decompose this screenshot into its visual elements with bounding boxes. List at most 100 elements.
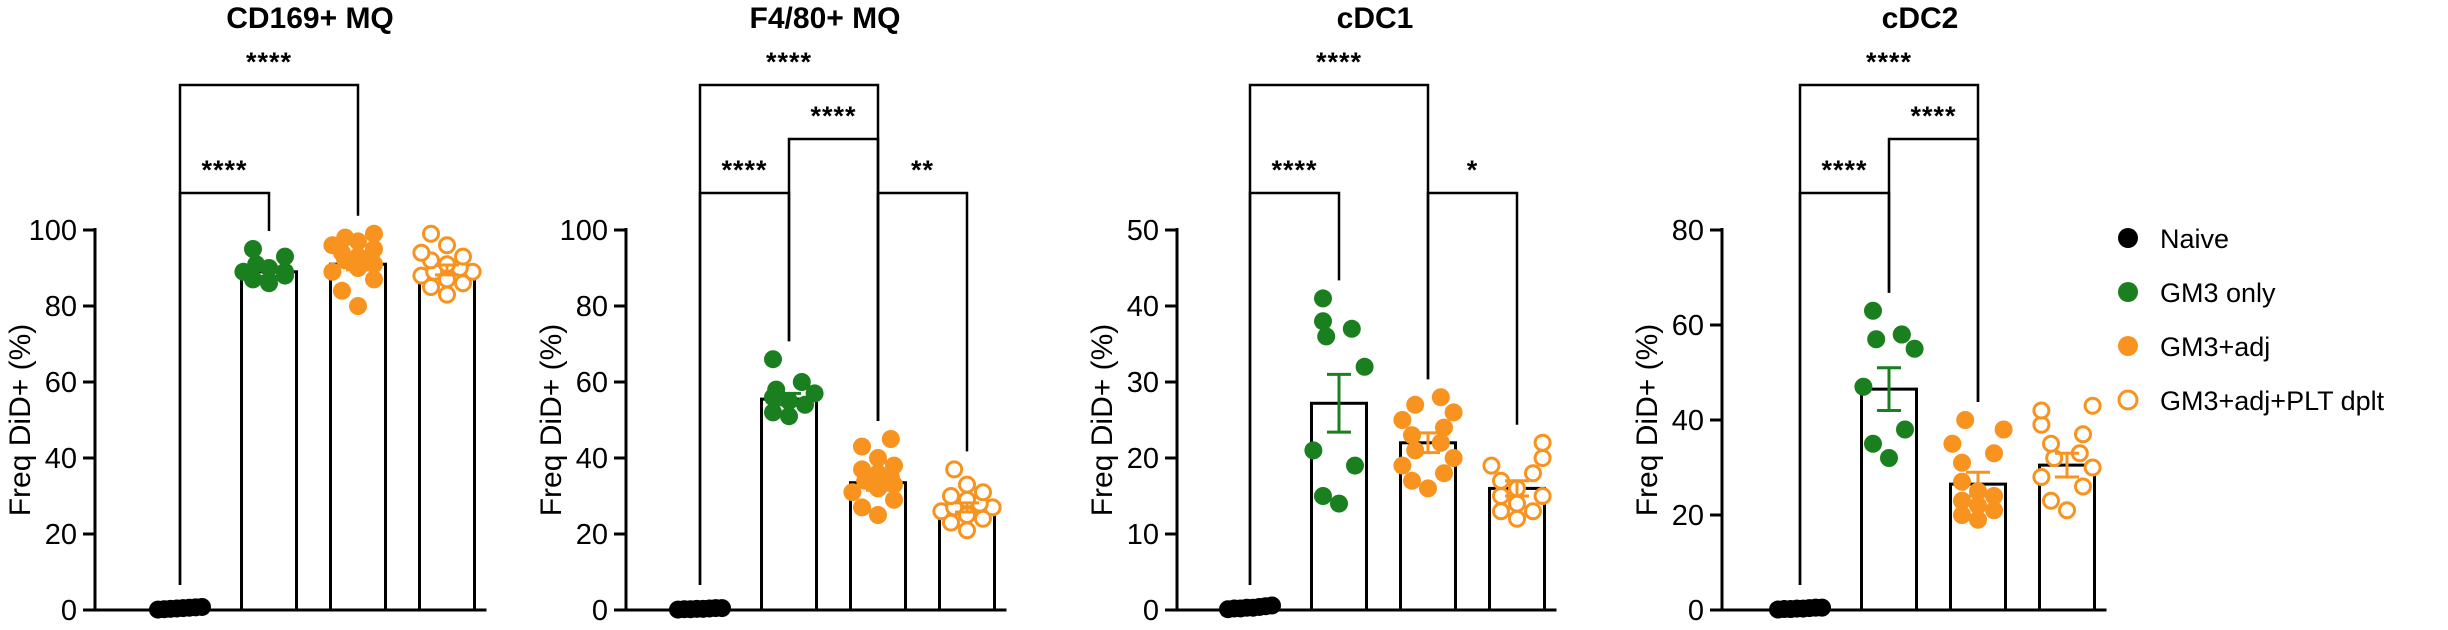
data-point bbox=[1304, 441, 1323, 460]
data-point bbox=[1956, 411, 1975, 429]
data-point bbox=[2042, 434, 2060, 453]
y-axis-label: Freq DiD+ (%) bbox=[535, 324, 568, 517]
data-point bbox=[2042, 491, 2060, 510]
data-point bbox=[1854, 377, 1873, 396]
significance-bracket bbox=[178, 83, 360, 585]
bar-4 bbox=[418, 268, 476, 612]
y-tick-label: 60 bbox=[1672, 310, 1704, 342]
data-point bbox=[365, 224, 383, 243]
data-point bbox=[764, 350, 782, 369]
data-point bbox=[193, 597, 211, 616]
data-point bbox=[412, 243, 431, 262]
panel-title: cDC2 bbox=[1882, 2, 1959, 35]
data-point bbox=[1533, 433, 1552, 452]
data-point bbox=[1969, 496, 1987, 515]
significance-label: **** bbox=[1866, 47, 1912, 77]
data-point bbox=[1953, 453, 1971, 472]
y-tick-label: 0 bbox=[592, 595, 608, 627]
data-point bbox=[1953, 472, 1971, 491]
data-point bbox=[869, 464, 887, 483]
y-tick-label: 0 bbox=[1143, 595, 1159, 627]
data-point bbox=[1492, 502, 1510, 521]
data-point bbox=[1867, 330, 1886, 349]
data-point bbox=[365, 270, 383, 289]
y-tick-label: 0 bbox=[1688, 595, 1704, 627]
panel-title: CD169+ MQ bbox=[226, 2, 394, 35]
data-point bbox=[1508, 509, 1526, 528]
data-point bbox=[713, 599, 731, 618]
panel-4: cDC2 Freq DiD+ (%) 0 20 40 60 80 **** **** **** bbox=[1631, 2, 2107, 627]
data-point bbox=[438, 285, 456, 304]
data-point bbox=[1406, 395, 1425, 414]
y-tick-label: 60 bbox=[576, 367, 608, 399]
y-tick-label: 20 bbox=[1127, 443, 1159, 475]
data-point bbox=[276, 247, 294, 266]
data-point bbox=[1314, 487, 1332, 505]
y-axis-label: Freq DiD+ (%) bbox=[4, 324, 37, 517]
significance-bracket bbox=[1798, 83, 1980, 585]
data-point bbox=[1342, 319, 1361, 338]
data-point bbox=[336, 228, 355, 247]
y-tick-label: 40 bbox=[1672, 405, 1704, 437]
data-point bbox=[1994, 420, 2013, 439]
y-tick-label: 100 bbox=[29, 215, 77, 247]
y-tick-label: 10 bbox=[1127, 519, 1159, 551]
y-tick-label: 0 bbox=[61, 595, 77, 627]
data-point bbox=[1431, 388, 1450, 407]
y-tick-label: 80 bbox=[1672, 215, 1704, 247]
data-point bbox=[422, 224, 440, 243]
data-point bbox=[942, 487, 960, 505]
significance-label: **** bbox=[1910, 101, 1956, 131]
y-tick-label: 40 bbox=[1127, 291, 1159, 323]
significance-bracket bbox=[1887, 137, 1980, 402]
significance-label: ** bbox=[911, 155, 934, 185]
data-point bbox=[1524, 502, 1542, 521]
data-point bbox=[2083, 396, 2102, 415]
data-point bbox=[1524, 464, 1542, 483]
data-point bbox=[1892, 325, 1911, 344]
data-point bbox=[958, 521, 976, 540]
data-point bbox=[958, 475, 976, 494]
data-point bbox=[1985, 487, 2003, 505]
data-point bbox=[365, 240, 383, 258]
data-point bbox=[247, 255, 266, 274]
data-point bbox=[2032, 468, 2051, 486]
y-tick-label: 40 bbox=[45, 443, 77, 475]
data-point bbox=[1444, 449, 1463, 467]
data-point bbox=[1864, 434, 1882, 453]
data-point bbox=[1943, 434, 1962, 453]
y-axis-label: Freq DiD+ (%) bbox=[1086, 324, 1119, 517]
data-point bbox=[1813, 598, 1831, 617]
y-tick-label: 100 bbox=[560, 215, 608, 247]
panel-title: F4/80+ MQ bbox=[750, 2, 901, 35]
significance-label: **** bbox=[201, 155, 247, 185]
data-point bbox=[792, 373, 811, 391]
significance-label: **** bbox=[246, 47, 292, 77]
data-point bbox=[2074, 425, 2092, 444]
bar-3 bbox=[329, 262, 387, 612]
y-tick-label: 40 bbox=[576, 443, 608, 475]
data-point bbox=[764, 403, 782, 422]
significance-label: **** bbox=[1316, 47, 1362, 77]
bar-2 bbox=[760, 397, 818, 612]
data-point bbox=[1533, 487, 1552, 505]
data-point bbox=[1403, 471, 1421, 490]
data-point bbox=[1508, 494, 1526, 513]
data-point bbox=[869, 449, 887, 467]
panel-1: CD169+ MQ Freq DiD+ (%) 0 20 40 60 80 100 **** **… bbox=[4, 2, 487, 627]
data-point bbox=[260, 274, 278, 293]
data-point bbox=[1346, 456, 1364, 475]
data-point bbox=[1403, 426, 1421, 445]
significance-label: * bbox=[1467, 155, 1479, 185]
data-point bbox=[1419, 479, 1437, 498]
data-point bbox=[1393, 456, 1412, 475]
significance-label: **** bbox=[766, 47, 812, 77]
data-point bbox=[1985, 444, 2003, 463]
data-point bbox=[454, 247, 472, 266]
data-point bbox=[1953, 506, 1971, 524]
data-point bbox=[1880, 449, 1898, 467]
data-point bbox=[1431, 433, 1450, 452]
legend-marker bbox=[2118, 336, 2138, 356]
